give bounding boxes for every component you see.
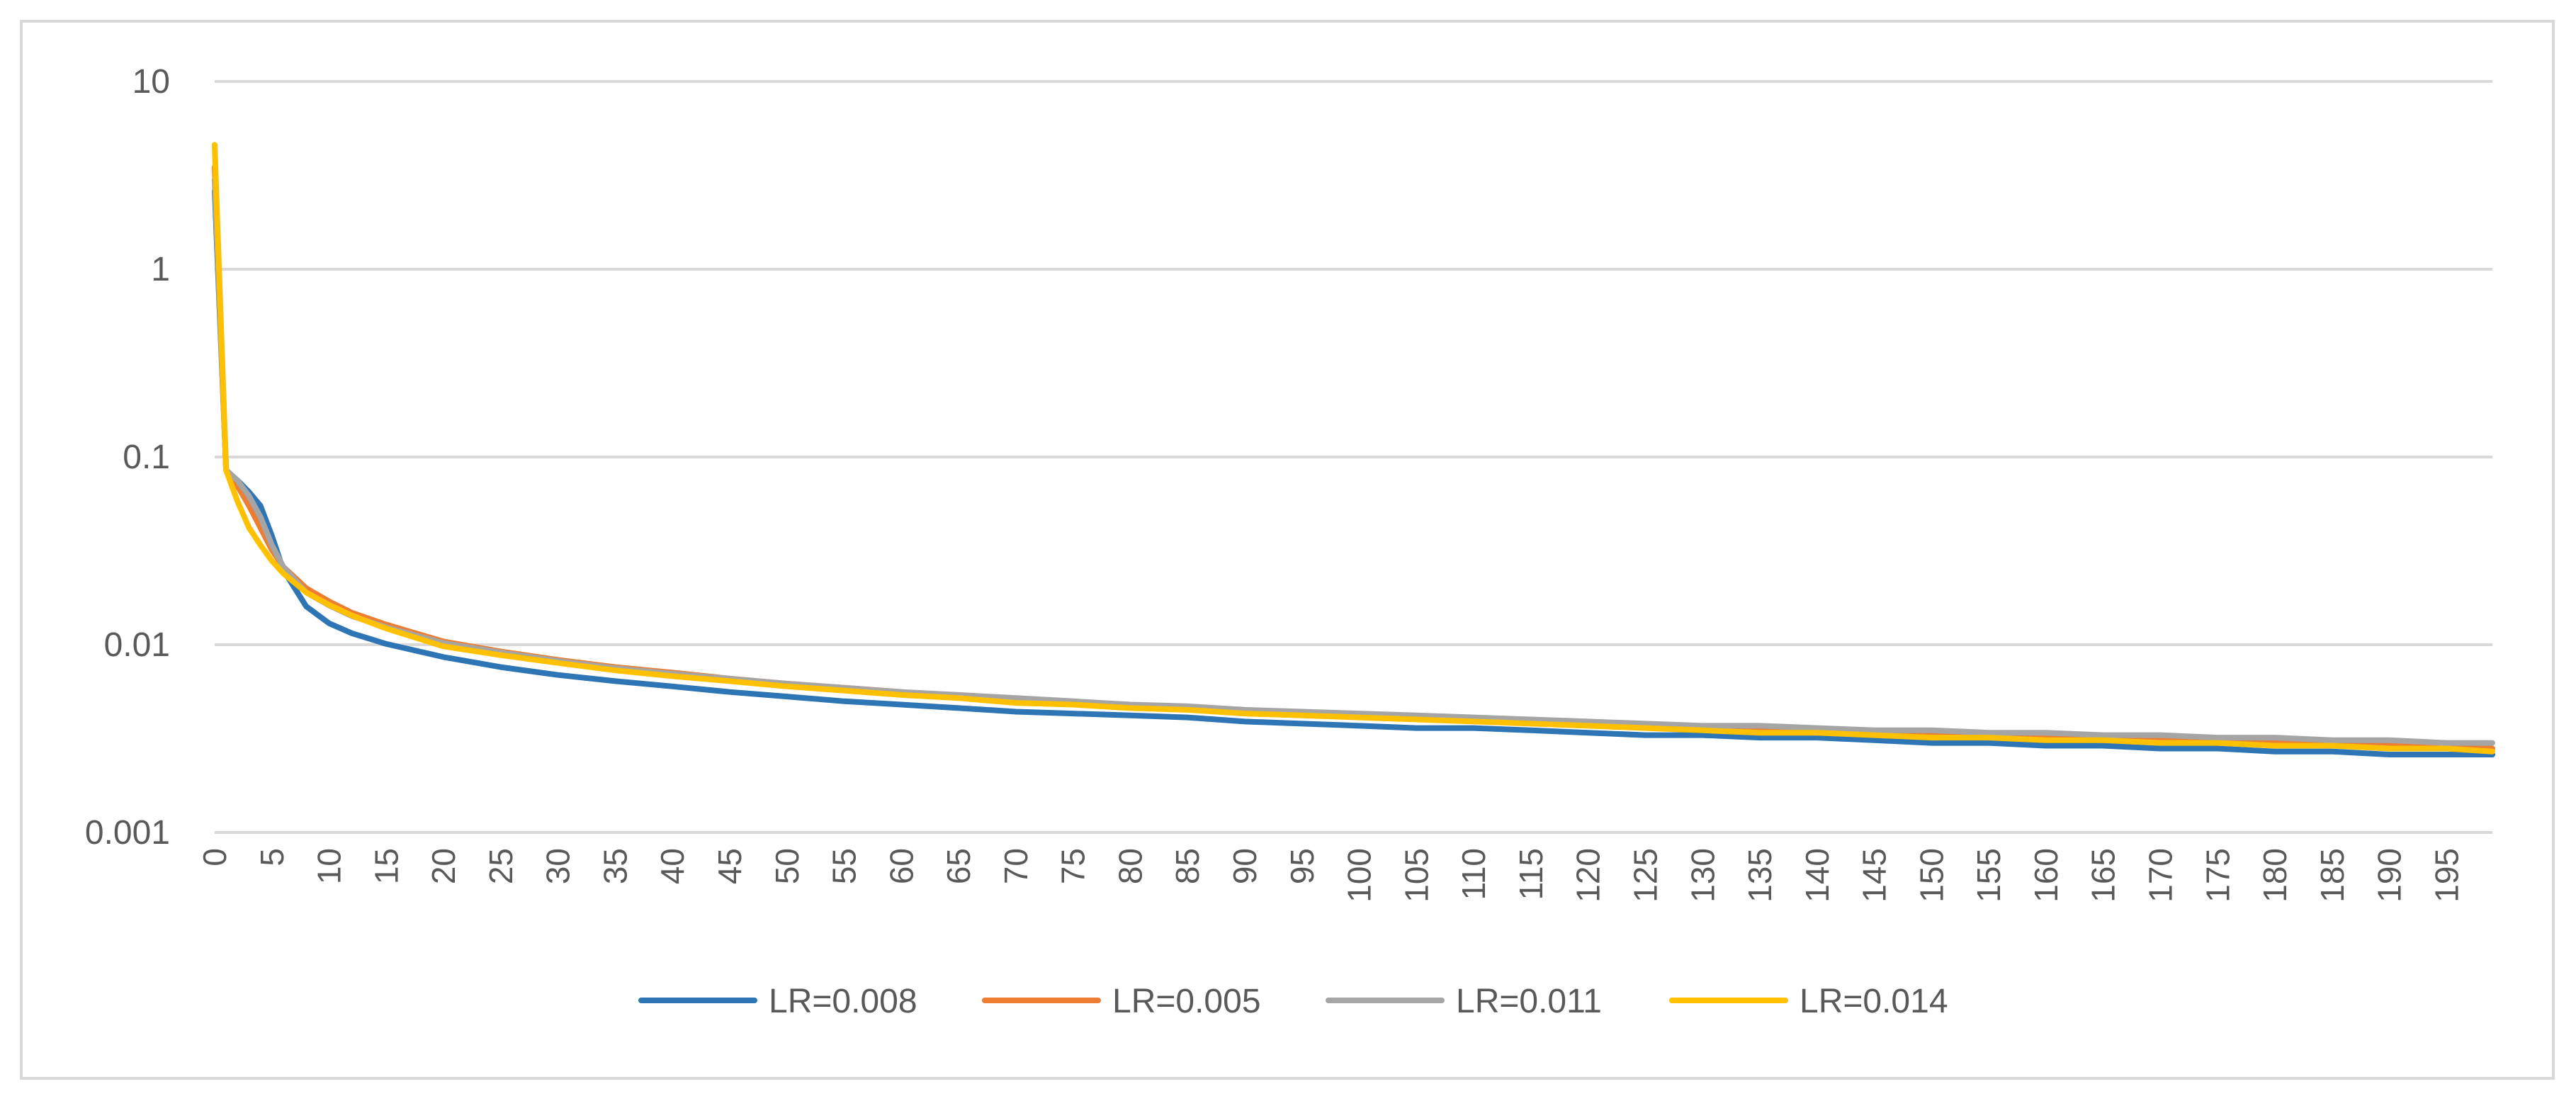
x-tick-label: 5 (254, 848, 290, 866)
y-tick-label: 0.1 (123, 439, 170, 476)
x-tick-label: 30 (540, 848, 577, 884)
x-tick-label: 125 (1627, 848, 1663, 903)
x-tick-label: 20 (425, 848, 462, 884)
series-line-4 (212, 142, 2495, 755)
x-tick-label: 150 (1913, 848, 1950, 903)
x-tick-label: 15 (368, 848, 405, 884)
x-tick-label: 10 (311, 848, 348, 884)
legend-item: LR=0.011 (1326, 983, 1602, 1020)
legend-label: LR=0.011 (1456, 983, 1602, 1020)
x-tick-label: 100 (1341, 848, 1378, 903)
x-tick-label: 145 (1856, 848, 1893, 903)
x-tick-label: 175 (2199, 848, 2236, 903)
legend-item: LR=0.005 (982, 983, 1261, 1020)
y-tick-label: 0.001 (85, 814, 170, 852)
legend: LR=0.008 LR=0.005 LR=0.011 LR=0.014 (638, 983, 1948, 1020)
x-tick-label: 65 (940, 848, 977, 884)
x-tick-label: 190 (2371, 848, 2408, 903)
x-tick-label: 195 (2428, 848, 2465, 903)
x-tick-label: 185 (2314, 848, 2351, 903)
x-tick-label: 115 (1513, 848, 1549, 900)
x-axis: 0 5 10 15 20 25 30 35 40 45 50 55 60 65 70 75 80 85 90 95 10… (196, 848, 2465, 903)
x-tick-label: 50 (769, 848, 806, 884)
y-axis: 0.001 0.01 0.1 1 10 (85, 63, 170, 852)
x-tick-label: 120 (1570, 848, 1607, 903)
x-tick-label: 90 (1226, 848, 1263, 884)
x-tick-label: 85 (1169, 848, 1206, 884)
x-tick-label: 80 (1112, 848, 1148, 884)
y-tick-label: 10 (132, 63, 170, 101)
legend-item: LR=0.008 (638, 983, 917, 1020)
gridlines (215, 80, 2492, 834)
chart-area (20, 20, 2555, 1080)
x-tick-label: 105 (1398, 848, 1435, 903)
x-tick-label: 165 (2085, 848, 2122, 903)
x-tick-label: 75 (1055, 848, 1092, 884)
x-tick-label: 0 (196, 848, 233, 866)
x-tick-label: 55 (826, 848, 863, 884)
x-tick-label: 110 (1455, 848, 1492, 900)
x-tick-label: 130 (1684, 848, 1721, 903)
y-tick-label: 1 (151, 251, 170, 288)
x-tick-label: 140 (1799, 848, 1836, 903)
x-tick-label: 170 (2142, 848, 2179, 903)
legend-label: LR=0.005 (1112, 983, 1261, 1020)
x-tick-label: 95 (1284, 848, 1321, 884)
legend-label: LR=0.014 (1800, 983, 1948, 1020)
x-tick-label: 60 (883, 848, 920, 884)
legend-item: LR=0.014 (1669, 983, 1948, 1020)
series-line-1 (212, 188, 2495, 757)
x-tick-label: 70 (998, 848, 1034, 884)
x-tick-label: 155 (1970, 848, 2007, 903)
x-tick-label: 160 (2028, 848, 2064, 903)
x-tick-label: 40 (654, 848, 691, 884)
series-line-3 (212, 176, 2495, 746)
series-lines (212, 142, 2495, 757)
x-tick-label: 135 (1741, 848, 1778, 903)
x-tick-label: 25 (482, 848, 519, 884)
x-tick-label: 45 (711, 848, 748, 884)
legend-label: LR=0.008 (769, 983, 917, 1020)
y-tick-label: 0.01 (104, 626, 170, 664)
x-tick-label: 180 (2256, 848, 2293, 903)
x-tick-label: 35 (597, 848, 633, 884)
